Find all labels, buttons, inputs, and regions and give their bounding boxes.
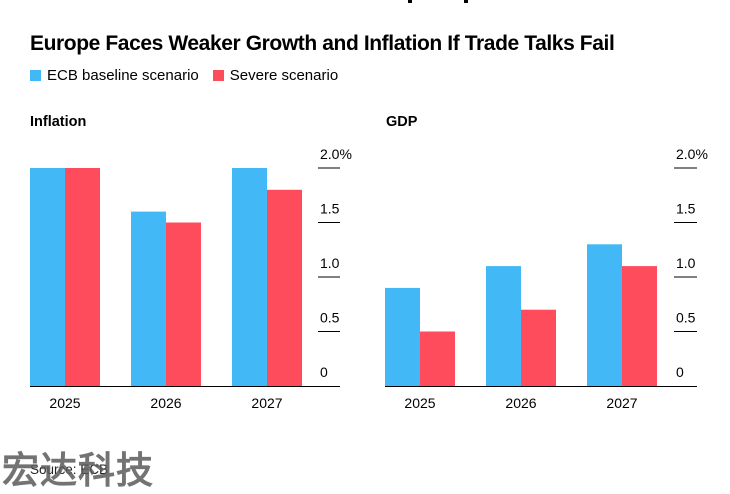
legend-swatch-severe	[212, 70, 224, 81]
legend-swatch-baseline	[30, 70, 41, 81]
x-tick-label: 2027	[251, 395, 282, 411]
bar-ecb-baseline-scenario	[587, 244, 622, 386]
x-tick-label: 2026	[150, 395, 181, 411]
chart-title: Europe Faces Weaker Growth and Inflation…	[30, 32, 615, 55]
y-tick-label: 0.5	[676, 310, 696, 326]
bar-severe-scenario	[521, 309, 556, 386]
y-tick-label: 1.5	[320, 201, 340, 217]
bar-severe-scenario	[420, 331, 455, 386]
panel-title-gdp: GDP	[386, 114, 418, 130]
bar-ecb-baseline-scenario	[30, 168, 65, 386]
y-tick-label: 1.0	[676, 255, 696, 271]
legend-label-severe: Severe scenario	[229, 67, 339, 84]
y-tick-label: 2.0%	[320, 146, 352, 162]
watermark: 宏达科技	[2, 449, 154, 492]
legend-item-baseline: ECB baseline scenario	[30, 67, 199, 84]
legend-item-severe: Severe scenario	[212, 67, 339, 84]
x-tick-label: 2025	[49, 395, 80, 411]
bar-ecb-baseline-scenario	[232, 168, 267, 386]
bar-severe-scenario	[622, 266, 657, 386]
bar-ecb-baseline-scenario	[131, 211, 166, 386]
panel-title-inflation: Inflation	[30, 114, 87, 130]
bar-severe-scenario	[65, 168, 100, 386]
legend: ECB baseline scenario Severe scenario	[30, 67, 338, 84]
x-tick-label: 2027	[606, 395, 637, 411]
legend-label-baseline: ECB baseline scenario	[47, 67, 199, 84]
y-tick-label: 2.0%	[676, 146, 708, 162]
top-edge-mark	[408, 0, 468, 3]
y-tick-label: 0.5	[320, 310, 340, 326]
bar-severe-scenario	[166, 222, 201, 386]
source-note: Source: ECB	[30, 462, 109, 477]
y-tick-label: 1.0	[320, 255, 340, 271]
bar-severe-scenario	[267, 189, 302, 386]
y-tick-label: 0	[676, 364, 684, 380]
bar-ecb-baseline-scenario	[486, 266, 521, 386]
y-tick-label: 0	[320, 364, 328, 380]
x-tick-label: 2025	[404, 395, 435, 411]
y-tick-label: 1.5	[676, 201, 696, 217]
bar-ecb-baseline-scenario	[385, 287, 420, 386]
x-tick-label: 2026	[505, 395, 536, 411]
